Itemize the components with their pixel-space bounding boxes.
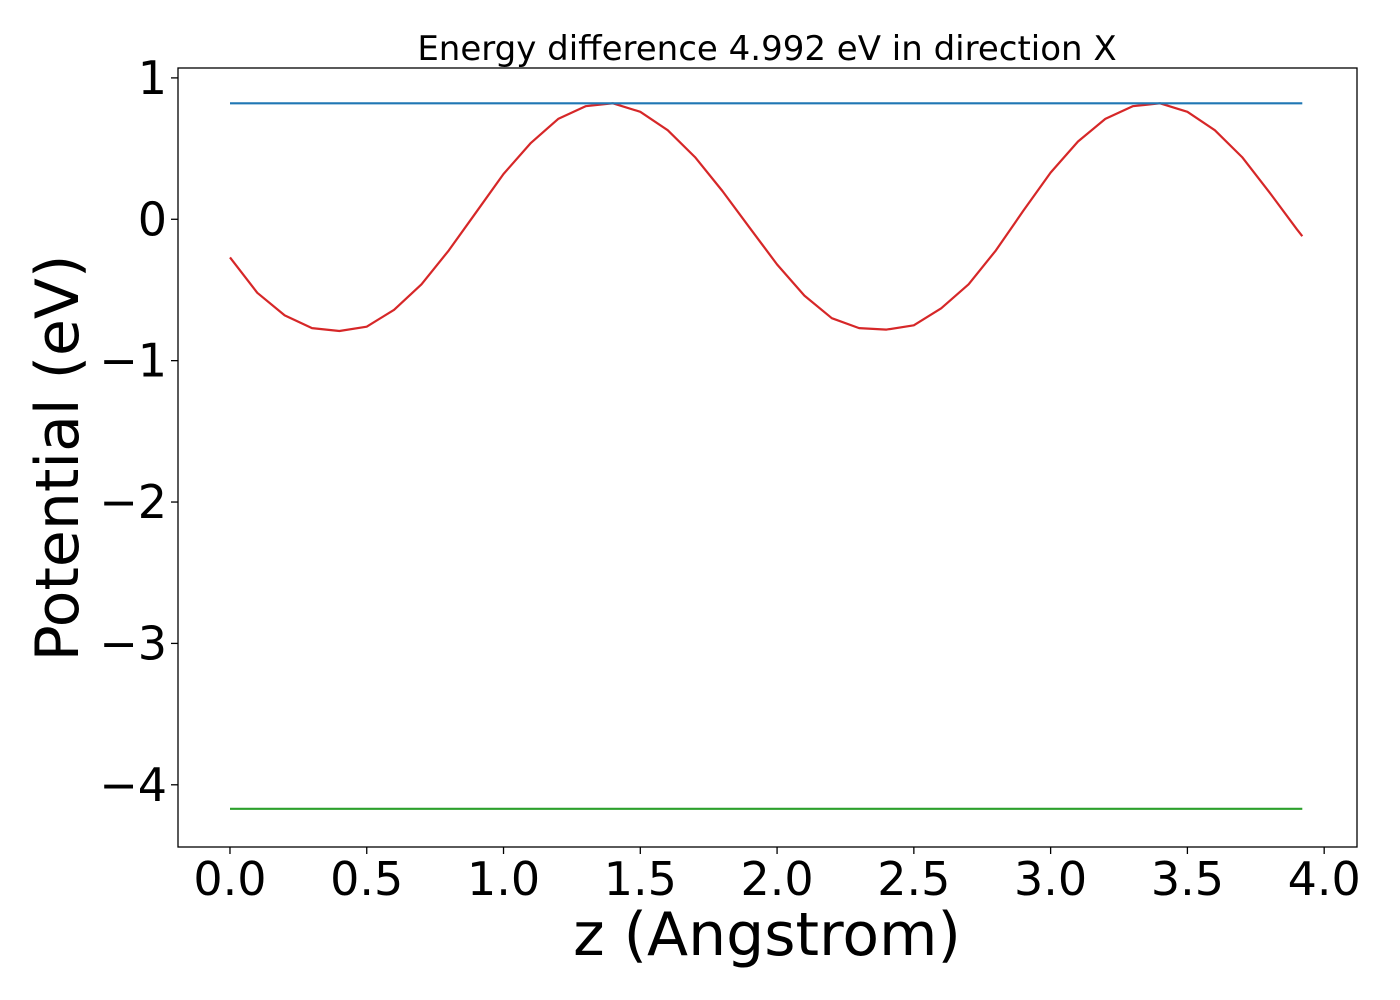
x-tick-label: 1.5: [604, 852, 677, 906]
y-tick-label: −4: [99, 758, 167, 812]
x-tick-label: 4.0: [1288, 852, 1361, 906]
ticks-layer: 0.0 0.5 1.0 1.5 2.0 2.5 3.0 3.5 4.0 1 0 −1 −2 −3 −4: [99, 51, 1361, 906]
x-tick-label: 1.0: [467, 852, 540, 906]
x-tick-label: 2.0: [740, 852, 813, 906]
x-tick-label: 0.5: [330, 852, 403, 906]
x-axis-label: z (Angstrom): [573, 900, 961, 970]
x-tick-label: 3.5: [1151, 852, 1224, 906]
x-tick-label: 3.0: [1014, 852, 1087, 906]
chart-title: Energy difference 4.992 eV in direction …: [417, 29, 1116, 69]
y-tick-label: −3: [99, 616, 167, 670]
series-layer: [229, 102, 1304, 810]
series-line-0: [229, 102, 1304, 333]
plot-frame: [177, 67, 1358, 848]
y-tick-label: −2: [99, 475, 167, 529]
x-tick-label: 2.5: [877, 852, 950, 906]
y-tick-label: 0: [138, 192, 167, 246]
y-tick-label: 1: [138, 51, 167, 105]
y-axis-label: Potential (eV): [23, 255, 93, 662]
x-tick-label: 0.0: [193, 852, 266, 906]
y-tick-label: −1: [99, 334, 167, 388]
